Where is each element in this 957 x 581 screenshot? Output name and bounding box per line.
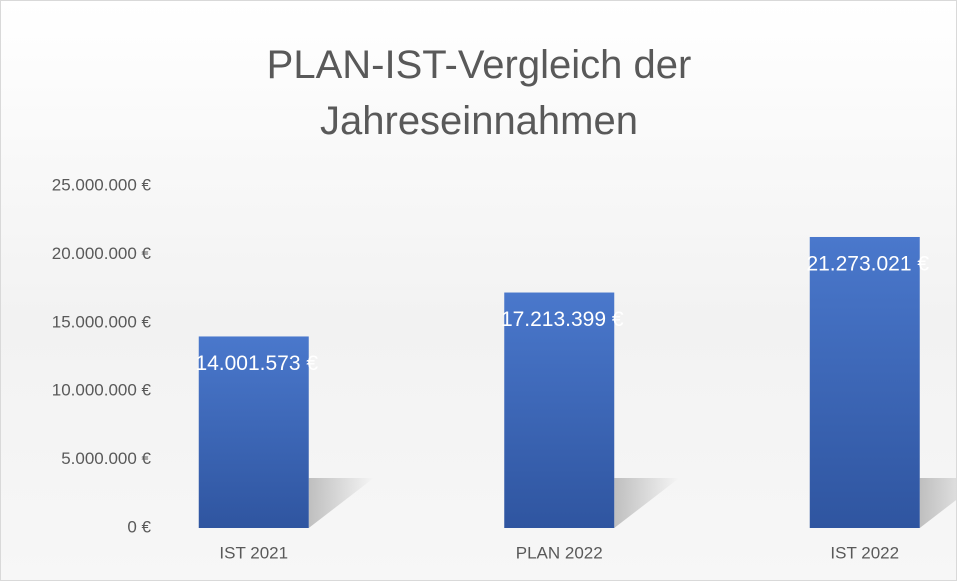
y-tick-label: 20.000.000 € [52,244,152,263]
bar-shadow [614,478,680,528]
value-label: 14.001.573 € [195,352,318,375]
y-tick-label: 0 € [127,517,151,536]
value-label: 17.213.399 € [501,308,624,331]
bar-shadow [919,478,956,528]
x-tick-label: PLAN 2022 [516,543,603,562]
chart-title: PLAN-IST-Vergleich der Jahreseinnahmen [266,43,692,143]
x-tick-label: IST 2022 [830,543,899,562]
bar [504,292,615,528]
y-tick-label: 25.000.000 € [52,175,152,194]
x-tick-label: IST 2021 [219,543,288,562]
bar [198,336,309,528]
y-tick-label: 15.000.000 € [52,312,152,331]
bar-shadow [308,478,374,528]
y-tick-label: 5.000.000 € [61,449,151,468]
bar [809,236,920,528]
value-label: 21.273.021 € [806,253,929,276]
y-tick-label: 10.000.000 € [52,381,152,400]
